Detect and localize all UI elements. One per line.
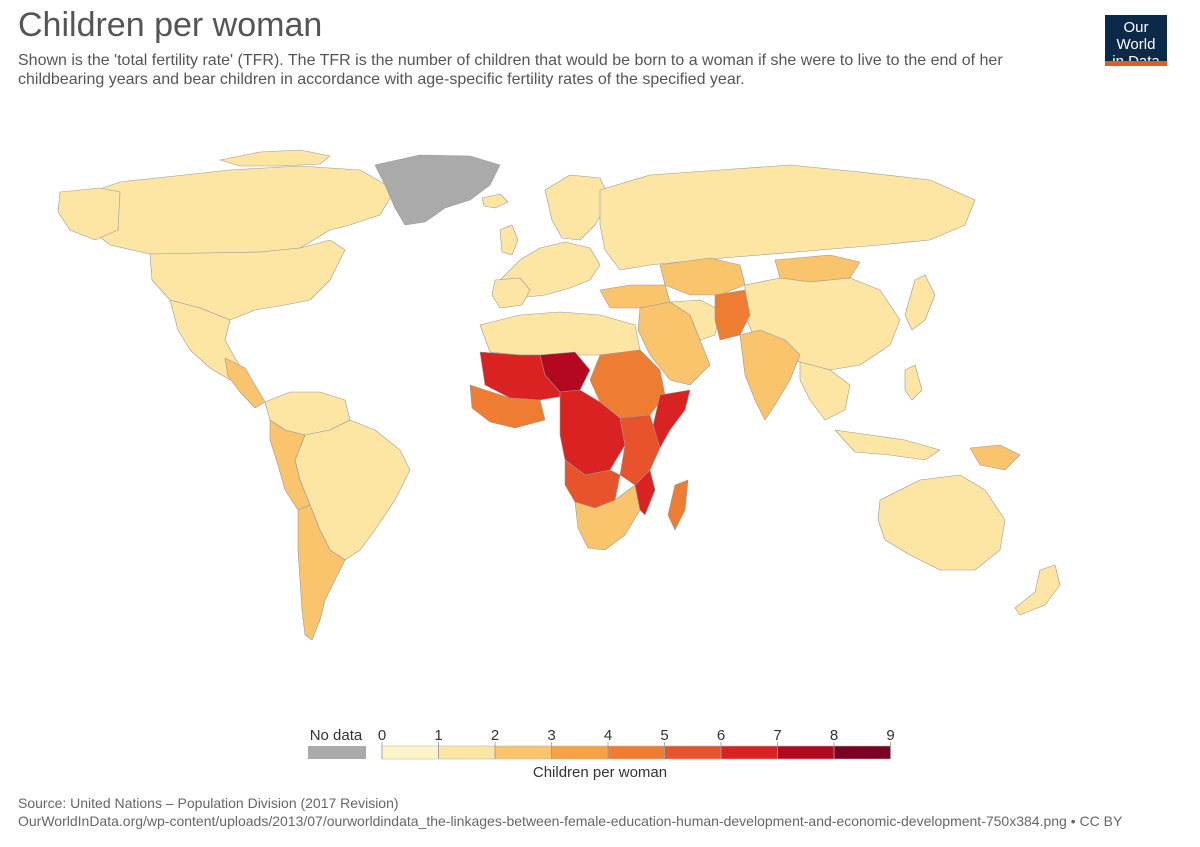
world-map (57, 149, 1061, 641)
region-arctic-islands[interactable] (219, 149, 331, 167)
legend-bin-8[interactable] (833, 745, 891, 760)
region-philippines[interactable] (904, 364, 923, 401)
source-text: Source: United Nations – Population Divi… (18, 795, 399, 811)
region-iran[interactable] (669, 299, 721, 341)
region-west-africa-coast[interactable] (469, 384, 546, 429)
region-australia[interactable] (877, 474, 1006, 571)
region-russia[interactable] (599, 164, 976, 271)
region-scandinavia[interactable] (544, 174, 611, 241)
logo-line-1: Our World (1116, 19, 1156, 53)
legend-bin-3[interactable] (551, 745, 609, 760)
region-uk[interactable] (499, 224, 519, 256)
region-madagascar[interactable] (667, 479, 689, 531)
region-india[interactable] (739, 329, 801, 421)
region-alaska[interactable] (57, 187, 121, 241)
region-iceland[interactable] (481, 193, 509, 209)
legend-tick-6: 6 (717, 727, 725, 744)
legend-bin-2[interactable] (494, 745, 552, 760)
map-legend: No data 0 1 2 3 4 5 6 7 8 9 Children per woman (308, 727, 895, 781)
region-japan[interactable] (904, 274, 936, 331)
region-central-america[interactable] (224, 357, 266, 409)
legend-bin-6[interactable] (720, 745, 778, 760)
region-kazakhstan[interactable] (659, 257, 746, 296)
legend-tick-2: 2 (491, 727, 499, 744)
legend-bin-1[interactable] (438, 745, 496, 760)
region-southern-africa[interactable] (574, 484, 641, 551)
region-mongolia[interactable] (774, 254, 861, 283)
legend-bin-0[interactable] (381, 745, 439, 760)
legend-bin-4[interactable] (607, 745, 665, 760)
region-indonesia[interactable] (834, 429, 941, 461)
legend-bin-5[interactable] (664, 745, 722, 760)
region-north-africa[interactable] (479, 311, 641, 356)
region-southeast-asia[interactable] (799, 361, 851, 421)
region-argentina-chile[interactable] (297, 504, 346, 641)
region-canada[interactable] (67, 165, 396, 255)
legend-tick-4: 4 (604, 727, 612, 744)
legend-tick-1: 1 (434, 727, 442, 744)
chart-subtitle: Shown is the 'total fertility rate' (TFR… (18, 52, 1003, 88)
region-new-zealand[interactable] (1014, 564, 1061, 616)
region-papua-new-guinea[interactable] (969, 444, 1021, 471)
region-iberia[interactable] (491, 277, 531, 309)
region-central-africa[interactable] (559, 389, 626, 476)
legend-tick-9: 9 (886, 727, 894, 744)
region-greenland[interactable] (374, 154, 501, 226)
source-url[interactable]: OurWorldInData.org/wp-content/uploads/20… (18, 813, 1123, 829)
legend-tick-8: 8 (830, 727, 838, 744)
legend-tick-7: 7 (773, 727, 781, 744)
region-afghanistan-pakistan[interactable] (714, 289, 751, 341)
legend-tick-3: 3 (547, 727, 555, 744)
region-mozambique[interactable] (634, 469, 656, 516)
owid-logo[interactable]: Our World in Data (1105, 15, 1167, 70)
legend-no-data-label: No data (310, 727, 363, 744)
legend-no-data-swatch (308, 746, 366, 759)
logo-accent-bar (1105, 61, 1167, 66)
legend-bin-7[interactable] (777, 745, 835, 760)
chart-title: Children per woman (18, 6, 323, 44)
legend-title: Children per woman (533, 764, 667, 781)
legend-tick-0: 0 (378, 727, 386, 744)
legend-tick-5: 5 (660, 727, 668, 744)
